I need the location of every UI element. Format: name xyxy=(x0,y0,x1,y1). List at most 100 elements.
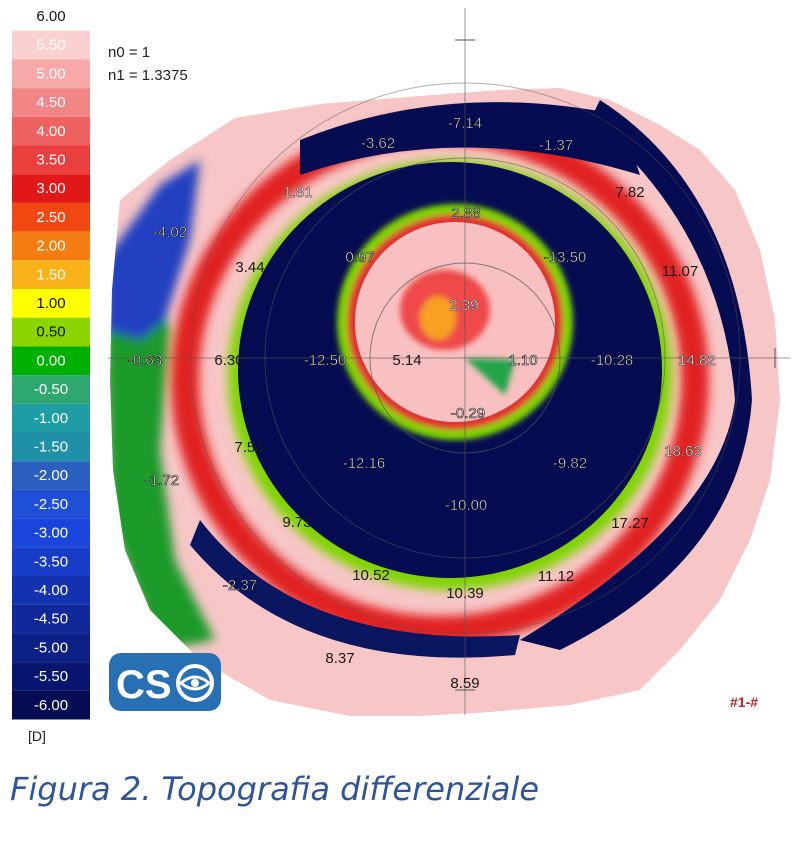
legend-value: -3.00 xyxy=(34,525,68,542)
value-label: -2.37 xyxy=(223,577,257,594)
legend-swatch xyxy=(12,662,90,691)
legend-swatch xyxy=(12,346,90,376)
legend-swatch xyxy=(12,690,90,720)
value-label: -4.02 xyxy=(153,224,187,241)
value-label: 8.59 xyxy=(450,675,479,692)
legend-value: -2.00 xyxy=(34,467,68,484)
map-zone-center-core xyxy=(420,296,456,340)
legend-value: 0.00 xyxy=(36,352,65,369)
legend-value: -6.00 xyxy=(34,697,68,714)
value-label: -0.63 xyxy=(128,352,162,369)
value-labels: -7.14 -3.62 -1.37 1.81 7.82 -4.02 2.88 0.97 -13.… xyxy=(128,115,716,692)
legend-swatch xyxy=(12,604,90,634)
legend-value: 2.00 xyxy=(36,238,65,255)
value-label: 0.97 xyxy=(345,249,374,266)
map-zone-center-green-wedge xyxy=(465,358,515,395)
value-label: 2.88 xyxy=(451,205,480,222)
legend-value: -1.50 xyxy=(34,439,68,456)
value-label: -7.14 xyxy=(448,115,482,132)
legend-swatch xyxy=(12,518,90,548)
legend-swatch xyxy=(12,231,90,261)
value-label: 9.73 xyxy=(282,514,311,531)
value-label: 10.39 xyxy=(446,585,484,602)
legend-value: 5.50 xyxy=(36,37,65,54)
legend-swatch xyxy=(12,59,90,89)
legend-value: -5.00 xyxy=(34,639,68,656)
value-label: -3.62 xyxy=(361,135,395,152)
value-label: -0.29 xyxy=(451,405,485,422)
legend-swatch xyxy=(12,2,90,31)
legend-value: -4.50 xyxy=(34,611,68,628)
legend-value: -2.50 xyxy=(34,496,68,513)
value-label: -10.00 xyxy=(445,497,488,514)
legend-swatch xyxy=(12,461,90,490)
legend-value: 5.00 xyxy=(36,65,65,82)
value-label: 10.52 xyxy=(352,567,390,584)
map-zone-left-green xyxy=(110,250,215,650)
value-label: -12.16 xyxy=(343,455,386,472)
legend-swatch xyxy=(12,30,90,60)
logo-text: CS xyxy=(116,663,172,707)
value-label: 7.53 xyxy=(234,439,263,456)
value-label: 11.07 xyxy=(662,263,698,280)
cso-logo: CS xyxy=(109,653,221,711)
value-label: 6.30 xyxy=(214,352,243,369)
legend-value: -5.50 xyxy=(34,668,68,685)
legend-value: -4.00 xyxy=(34,582,68,599)
legend-value: -1.00 xyxy=(34,410,68,427)
color-scale-legend: 6.00 5.50 5.00 4.50 4.00 3.50 3.00 2.50 2.00 1.50… xyxy=(12,2,90,720)
legend-swatch xyxy=(12,403,90,433)
value-label: -12.50 xyxy=(304,352,347,369)
legend-value: 4.00 xyxy=(36,123,65,140)
value-label: -1.72 xyxy=(145,472,179,489)
reference-grid xyxy=(108,8,790,715)
value-label: 5.14 xyxy=(392,352,421,369)
legend-value: 4.50 xyxy=(36,94,65,111)
legend-swatch xyxy=(12,174,90,203)
value-label: 11.12 xyxy=(538,568,574,585)
value-label: 1.10 xyxy=(508,352,537,369)
legend-swatch xyxy=(12,202,90,232)
legend-swatch xyxy=(12,260,90,289)
legend-swatch xyxy=(12,489,90,519)
legend-swatch xyxy=(12,116,90,146)
n1-label: n1 = 1.3375 xyxy=(108,67,188,84)
legend-swatch xyxy=(12,317,90,347)
legend-swatch xyxy=(12,145,90,175)
topography-map xyxy=(110,88,780,716)
value-label: 17.27 xyxy=(611,515,649,532)
legend-value: -0.50 xyxy=(34,381,68,398)
value-label: 3.44 xyxy=(235,259,264,276)
legend-value: 1.50 xyxy=(36,266,65,283)
value-label: -10.28 xyxy=(591,352,634,369)
map-id-label: #1-# xyxy=(730,694,758,710)
map-zone-top-band xyxy=(300,102,640,175)
legend-swatch xyxy=(12,289,90,318)
value-label: -13.50 xyxy=(544,249,587,266)
legend-value: 3.50 xyxy=(36,152,65,169)
legend-value: 1.00 xyxy=(36,295,65,312)
unit-label: [D] xyxy=(28,728,46,744)
legend-swatch xyxy=(12,633,90,663)
eye-icon xyxy=(176,664,214,702)
legend-swatch xyxy=(12,432,90,462)
legend-value: 6.00 xyxy=(36,8,65,25)
value-label: 18.63 xyxy=(664,443,702,460)
legend-value: 0.50 xyxy=(36,324,65,341)
value-label: 8.37 xyxy=(325,650,354,667)
map-zone-right-crescent xyxy=(520,100,752,650)
value-label: -1.37 xyxy=(539,137,573,154)
map-zone-bottom-arc xyxy=(190,520,520,658)
value-label: 1.81 xyxy=(283,184,312,201)
legend-value: 2.50 xyxy=(36,209,65,226)
legend-swatch xyxy=(12,88,90,117)
value-label: 2.39 xyxy=(449,297,478,314)
value-label: 14.82 xyxy=(678,352,716,369)
legend-swatch xyxy=(12,576,90,605)
legend-swatch xyxy=(12,547,90,576)
map-zone-left-blue xyxy=(110,160,200,340)
legend-swatch xyxy=(12,375,90,404)
n0-label: n0 = 1 xyxy=(108,44,150,61)
legend-value: -3.50 xyxy=(34,553,68,570)
